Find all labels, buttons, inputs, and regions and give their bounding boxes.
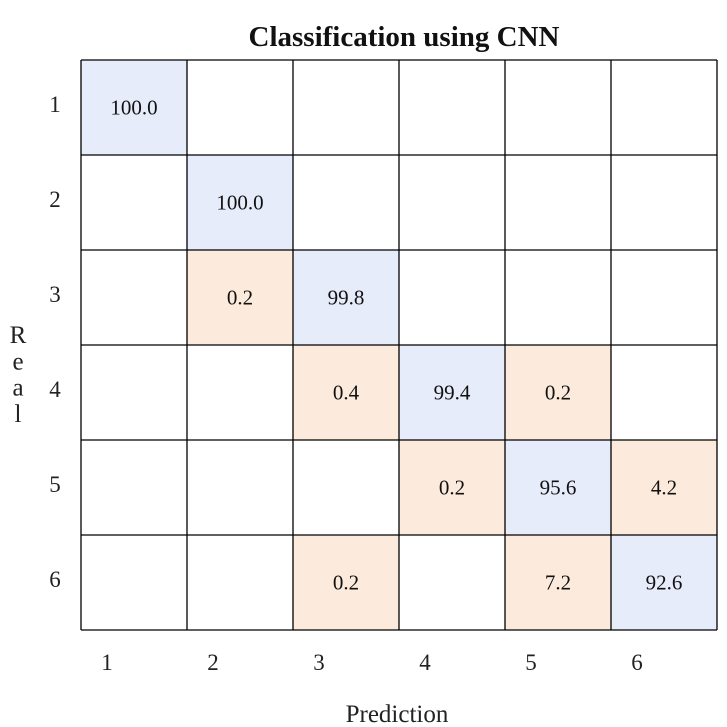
cell-r1-c1 — [81, 60, 187, 155]
y-tick-2: 2 — [49, 187, 61, 212]
x-tick-4: 4 — [419, 650, 431, 675]
cell-value-r3-c2: 0.2 — [227, 286, 253, 310]
cell-value-r2-c2: 100.0 — [216, 191, 263, 215]
y-axis-ticks: 1 2 3 4 5 6 — [49, 92, 61, 592]
cell-value-r6-c5: 7.2 — [545, 571, 571, 595]
cell-r3-c2 — [187, 250, 293, 345]
x-tick-1: 1 — [101, 650, 113, 675]
y-tick-6: 6 — [49, 567, 61, 592]
cell-r6-c3 — [293, 535, 399, 630]
cell-r3-c3 — [293, 250, 399, 345]
y-tick-3: 3 — [49, 282, 61, 307]
cell-r6-c6 — [611, 535, 717, 630]
cell-value-r6-c3: 0.2 — [333, 571, 359, 595]
cell-value-r4-c5: 0.2 — [545, 381, 571, 405]
chart-title: Classification using CNN — [249, 21, 560, 53]
cell-value-r5-c6: 4.2 — [651, 476, 677, 500]
cell-value-r5-c5: 95.6 — [540, 476, 577, 500]
x-tick-6: 6 — [631, 650, 643, 675]
x-tick-2: 2 — [207, 650, 219, 675]
heatmap-cells — [81, 60, 717, 630]
cell-value-r5-c4: 0.2 — [439, 476, 465, 500]
cell-value-r6-c6: 92.6 — [646, 571, 683, 595]
cell-r5-c5 — [505, 440, 611, 535]
cell-value-r4-c4: 99.4 — [434, 381, 471, 405]
cell-value-r4-c3: 0.4 — [333, 381, 360, 405]
cell-r2-c2 — [187, 155, 293, 250]
heatmap-grid — [80, 59, 718, 631]
cell-r5-c6 — [611, 440, 717, 535]
cell-r4-c5 — [505, 345, 611, 440]
cell-r6-c5 — [505, 535, 611, 630]
cell-r5-c4 — [399, 440, 505, 535]
y-tick-1: 1 — [49, 92, 61, 117]
cell-value-labels: 100.0 100.0 0.2 99.8 0.4 99.4 0.2 0.2 95.6 4.2 0.2… — [110, 96, 682, 595]
cell-r4-c3 — [293, 345, 399, 440]
y-tick-5: 5 — [49, 472, 61, 497]
cell-value-r1-c1: 100.0 — [110, 96, 157, 120]
cell-r4-c4 — [399, 345, 505, 440]
x-tick-3: 3 — [313, 650, 325, 675]
y-tick-4: 4 — [49, 377, 61, 402]
cell-value-r3-c3: 99.8 — [328, 286, 365, 310]
x-axis-ticks: 1 2 3 4 5 6 — [101, 650, 643, 675]
x-axis-label: Prediction — [346, 701, 449, 727]
x-tick-5: 5 — [525, 650, 537, 675]
